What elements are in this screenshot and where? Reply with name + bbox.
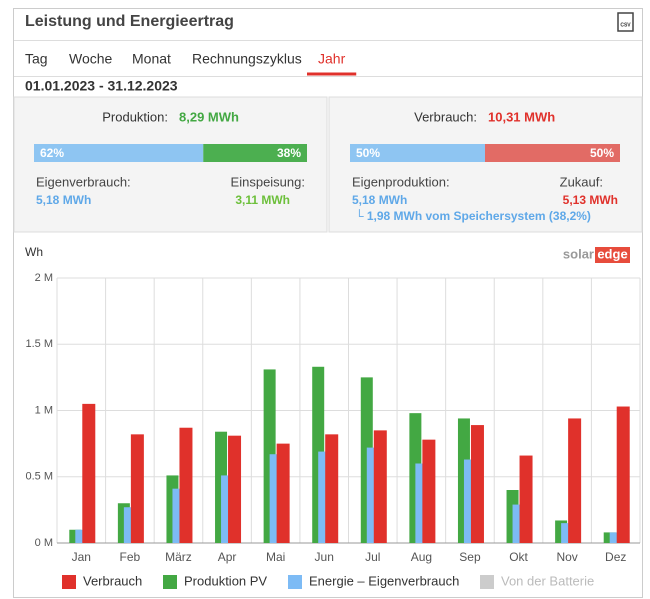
bar [422,439,436,543]
y-tick-label: 0.5 M [25,471,53,483]
progress-label: 62% [40,146,64,160]
csv-icon[interactable] [617,12,634,32]
x-tick-label: Jan [72,550,91,564]
date-range: 01.01.2023 - 31.12.2023 [25,78,178,94]
x-tick-label: Sep [459,550,481,564]
x-tick-label: Mai [266,550,285,564]
bar [609,532,623,543]
self-consumption-label: Eigenverbrauch: [36,174,131,189]
progress-segment [203,144,307,162]
storage-note: └ 1,98 MWh vom Speichersystem (38,2%) [355,209,591,223]
feed-in-value: 3,11 MWh [235,193,290,207]
production-label: Produktion: [102,109,168,124]
bar [373,430,387,543]
self-production-value: 5,18 MWh [352,193,407,207]
widget-title: Leistung und Energieertrag [25,13,234,30]
tab[interactable]: Woche [69,51,113,67]
consumption-panel [328,96,643,233]
consumption-label: Verbrauch: [414,109,477,124]
progress-label: 50% [590,146,614,160]
consumption-value: 10,31 MWh [488,109,555,124]
production-panel [13,96,328,233]
bar [506,490,519,543]
x-tick-label: Jun [315,550,334,564]
bar [519,455,533,543]
bar [130,434,144,543]
bar [179,427,193,543]
bar [82,403,96,543]
x-tick-label: Feb [120,550,141,564]
x-tick-label: Dez [605,550,626,564]
progress-segment [485,144,620,162]
legend-swatch[interactable] [480,575,494,589]
bar [568,418,582,543]
bar [616,406,630,543]
logo-box [595,247,630,263]
purchase-label: Zukauf: [560,174,603,189]
feed-in-label: Einspeisung: [231,174,305,189]
x-tick-label: März [165,550,192,564]
x-tick-label: Aug [411,550,432,564]
y-tick-label: 1.5 M [25,338,53,350]
tab[interactable]: Tag [25,51,48,67]
production-value: 8,29 MWh [179,109,239,124]
y-axis-label: Wh [25,245,43,259]
x-tick-label: Nov [556,550,577,564]
x-tick-label: Okt [509,550,528,564]
legend-label[interactable]: Von der Batterie [501,573,594,588]
legend-swatch[interactable] [288,575,302,589]
self-production-label: Eigenproduktion: [352,174,450,189]
logo-text: solar [563,246,594,261]
y-tick-label: 2 M [35,272,53,284]
y-tick-label: 1 M [35,404,53,416]
x-tick-label: Apr [218,550,237,564]
progress-label: 50% [356,146,380,160]
progress-segment [34,144,204,162]
legend-label[interactable]: Energie – Eigenverbrauch [309,573,459,588]
csv-icon-label: CSV [620,22,631,28]
bar [276,443,290,543]
bar [470,425,484,543]
x-tick-label: Jul [365,550,380,564]
purchase-value: 5,13 MWh [563,193,618,207]
progress-label: 38% [277,146,301,160]
tab[interactable]: Rechnungszyklus [192,51,302,67]
bar [325,434,339,543]
legend-label[interactable]: Verbrauch [83,573,142,588]
legend-swatch[interactable] [163,575,177,589]
progress-segment [350,144,485,162]
logo-text: edge [597,246,627,261]
y-tick-label: 0 M [35,537,53,549]
tab[interactable]: Jahr [318,51,346,67]
legend-swatch[interactable] [62,575,76,589]
legend-label[interactable]: Produktion PV [184,573,267,588]
tab[interactable]: Monat [132,51,171,67]
bar [228,435,242,543]
self-consumption-value: 5,18 MWh [36,193,91,207]
